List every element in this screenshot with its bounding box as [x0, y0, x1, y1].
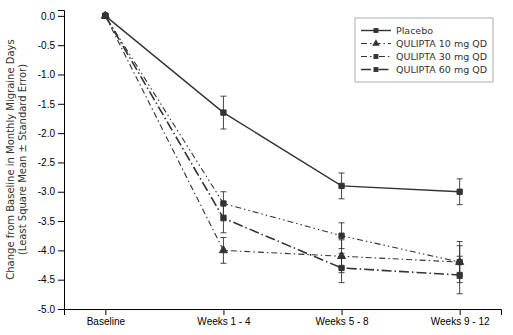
legend-label: Placebo — [396, 25, 433, 36]
y-tick: -4.0 — [38, 245, 64, 256]
y-axis: 0.0 -0.5 -1.0 -1.5 -2.0 -2.5 -3.0 -3.5 -4.0 -4.5 -… — [38, 11, 65, 315]
x-tick-label: Baseline — [87, 316, 126, 327]
chart: 0.0 -0.5 -1.0 -1.5 -2.0 -2.5 -3.0 -3.5 -4.0 -4.5 -… — [0, 0, 513, 335]
legend-label: QULIPTA 10 mg QD — [396, 38, 487, 49]
error-bar — [457, 256, 463, 294]
y-tick-mark — [58, 74, 64, 75]
point — [221, 110, 226, 115]
point — [457, 272, 462, 277]
error-bar — [339, 223, 345, 249]
x-axis: Baseline Weeks 1 - 4 Weeks 5 - 8 Weeks 9 - … — [65, 309, 502, 327]
y-tick-mark — [58, 192, 64, 193]
point — [339, 265, 344, 270]
legend-marker — [372, 39, 379, 45]
point — [339, 233, 344, 238]
y-tick: -1.5 — [38, 99, 64, 110]
point — [103, 13, 108, 18]
y-tick-label: -1.5 — [38, 99, 56, 110]
y-tick-label: -0.5 — [38, 40, 56, 51]
y-tick-label: 0.0 — [41, 11, 55, 22]
y-tick-label: -2.5 — [38, 157, 56, 168]
x-tick: Weeks 5 - 8 — [315, 309, 369, 327]
legend-marker — [374, 28, 379, 33]
error-bar — [339, 173, 345, 199]
y-tick: -1.0 — [38, 69, 64, 80]
y-tick-label: -3.5 — [38, 216, 56, 227]
legend-marker — [374, 54, 379, 59]
x-axis-line — [65, 310, 502, 316]
x-tick: Baseline — [87, 309, 126, 327]
y-tick-mark — [58, 104, 64, 105]
x-tick-mark — [223, 309, 224, 315]
x-tick-label: Weeks 1 - 4 — [197, 316, 251, 327]
y-tick-mark — [58, 250, 64, 251]
y-tick-mark — [58, 133, 64, 134]
legend-item: QULIPTA 60 mg QD — [361, 64, 487, 75]
y-axis-title: Change from Baseline in Monthly Migraine… — [5, 39, 28, 279]
y-tick-mark — [58, 221, 64, 222]
point — [339, 183, 344, 188]
point — [103, 13, 108, 18]
point — [221, 215, 226, 220]
legend-item: QULIPTA 30 mg QD — [361, 51, 487, 62]
x-tick-label: Weeks 5 - 8 — [315, 316, 369, 327]
y-axis-title-line: Change from Baseline in Monthly Migraine… — [5, 39, 16, 279]
error-bar — [220, 203, 226, 232]
y-tick-mark — [58, 162, 64, 163]
x-tick: Weeks 1 - 4 — [197, 309, 251, 327]
point — [103, 13, 108, 18]
plot: 0.0 -0.5 -1.0 -1.5 -2.0 -2.5 -3.0 -3.5 -4.0 -4.5 -… — [38, 11, 502, 328]
legend: Placebo QULIPTA 10 mg QD QULIPTA 30 mg QD Q… — [355, 18, 493, 82]
point — [219, 246, 227, 253]
y-tick: -2.0 — [38, 128, 64, 139]
y-tick-label: -3.0 — [38, 186, 56, 197]
y-axis-title-line: (Least Square Mean ± Standard Error) — [17, 64, 28, 255]
x-tick-mark — [105, 309, 106, 315]
y-tick-label: -1.0 — [38, 69, 56, 80]
y-tick: -0.5 — [38, 40, 64, 51]
y-tick: 0.0 — [41, 11, 64, 22]
point — [101, 11, 109, 18]
y-tick: -3.5 — [38, 216, 64, 227]
y-tick-mark — [58, 280, 64, 281]
legend-item: Placebo — [361, 25, 433, 36]
y-tick: -5.0 — [38, 304, 64, 315]
x-tick: Weeks 9 - 12 — [431, 309, 490, 327]
y-tick-label: -2.0 — [38, 128, 56, 139]
legend-frame — [355, 18, 493, 82]
y-tick-mark — [58, 16, 64, 17]
x-tick-mark — [460, 309, 461, 315]
y-tick-label: -5.0 — [38, 304, 56, 315]
x-tick-label: Weeks 9 - 12 — [431, 316, 490, 327]
error-bar — [220, 96, 226, 129]
x-tick-mark — [342, 309, 343, 315]
legend-marker — [374, 67, 379, 72]
error-bar — [457, 179, 463, 205]
point — [457, 189, 462, 194]
y-tick: -2.5 — [38, 157, 64, 168]
legend-item: QULIPTA 10 mg QD — [361, 38, 487, 49]
error-bar — [339, 253, 345, 282]
y-tick: -4.5 — [38, 274, 64, 285]
legend-label: QULIPTA 30 mg QD — [396, 51, 487, 62]
y-tick-label: -4.5 — [38, 274, 56, 285]
y-tick-mark — [58, 309, 64, 310]
y-tick-label: -4.0 — [38, 245, 56, 256]
y-axis-line — [58, 11, 65, 310]
y-tick: -3.0 — [38, 186, 64, 197]
legend-label: QULIPTA 60 mg QD — [396, 64, 487, 75]
y-tick-mark — [58, 45, 64, 46]
